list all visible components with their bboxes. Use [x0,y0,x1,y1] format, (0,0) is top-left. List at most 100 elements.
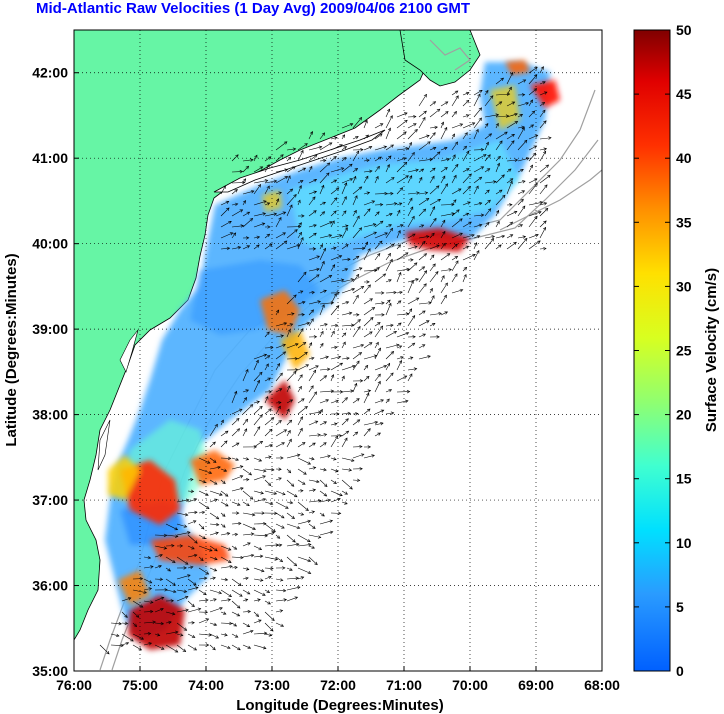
velocity-vector-head [487,199,491,204]
velocity-vector-head [542,226,546,231]
velocity-vector-head [328,142,333,146]
velocity-vector [352,398,360,404]
velocity-vector-head [313,232,317,236]
velocity-vector [220,490,229,497]
velocity-vector [286,523,300,529]
velocity-vector-head [266,233,271,238]
velocity-vector-head [526,157,530,161]
bay-water [97,329,139,471]
velocity-vector [286,439,292,448]
velocity-vector-head [444,126,448,131]
velocity-vector-head [312,196,316,200]
velocity-vector [308,369,316,382]
velocity-vector [517,114,523,118]
velocity-vector [308,179,317,184]
velocity-vector-head [390,351,395,355]
velocity-vector-head [411,342,416,346]
velocity-vector-head [339,493,343,497]
velocity-vector [418,141,431,151]
velocity-vector [253,406,263,415]
velocity-vector [253,180,268,184]
velocity-vector-head [524,237,528,242]
velocity-vector [242,622,250,627]
velocity-vector-head [330,301,335,305]
velocity-vector-head [163,546,168,550]
velocity-vector [440,101,448,107]
velocity-vector-head [138,647,142,651]
velocity-vector [308,318,314,327]
velocity-vector-head [334,345,338,350]
velocity-vector-head [537,240,541,244]
velocity-vector-head [442,175,446,180]
velocity-vector [352,319,361,327]
velocity-vector [275,309,279,316]
velocity-vector [517,127,525,140]
velocity-vector-head [472,253,476,257]
velocity-vector [264,600,271,605]
velocity-vector-head [222,611,227,615]
velocity-vector-head [246,502,250,507]
velocity-vector-head [341,375,345,380]
velocity-vector-head [301,442,306,446]
velocity-vector [319,248,326,261]
velocity-vector-head [248,472,253,476]
velocity-vector-head [245,477,250,482]
velocity-vector [297,406,308,415]
velocity-vector [308,210,317,217]
velocity-vector [506,178,513,184]
velocity-vector-head [413,123,417,127]
velocity-vector-head [499,140,503,144]
velocity-vector [528,234,539,239]
velocity-vector-head [366,158,370,163]
velocity-vector-head [236,428,241,432]
velocity-vector [264,567,274,569]
velocity-vector-head [300,149,304,154]
velocity-vector-head [266,331,270,335]
velocity-vector-head [355,412,359,416]
velocity-vector-head [312,247,317,251]
velocity-vector [253,475,266,481]
velocity-vector [539,164,549,173]
velocity-vector [308,196,316,206]
velocity-vector [286,229,298,239]
velocity-vector [352,453,364,459]
velocity-vector [297,576,304,580]
velocity-vector-head [200,557,204,561]
velocity-vector [396,224,404,228]
velocity-vector-head [410,258,414,262]
velocity-vector [440,158,450,162]
velocity-vector-head [264,179,269,183]
velocity-vector-head [263,200,267,204]
velocity-vector [165,556,176,563]
velocity-vector [374,373,381,382]
velocity-vector-head [543,147,548,151]
velocity-vector-head [205,618,210,622]
velocity-vector-head [299,416,303,420]
velocity-vector [418,270,427,283]
velocity-vector-head [295,368,299,372]
velocity-vector-head [344,437,348,442]
velocity-vector [341,390,354,393]
velocity-vector [319,221,333,228]
velocity-vector [198,567,209,575]
velocity-vector-head [522,235,527,239]
velocity-vector-head [324,483,328,487]
velocity-vector-head [534,66,538,71]
velocity-vector-head [226,207,230,211]
velocity-vector-head [400,356,404,360]
velocity-vector-head [510,71,514,76]
velocity-vector [319,162,330,173]
velocity-vector [429,101,436,107]
velocity-vector [264,243,273,250]
velocity-vector [209,598,217,602]
velocity-vector-head [333,457,337,461]
velocity-vector [264,633,272,636]
velocity-vector [462,234,475,239]
velocity-vector [231,232,236,239]
velocity-vector-head [391,243,395,247]
velocity-vector [264,408,272,415]
velocity-vector-head [256,235,261,240]
velocity-vector-head [389,115,393,119]
velocity-vector [385,253,391,261]
velocity-vector-head [344,491,349,495]
